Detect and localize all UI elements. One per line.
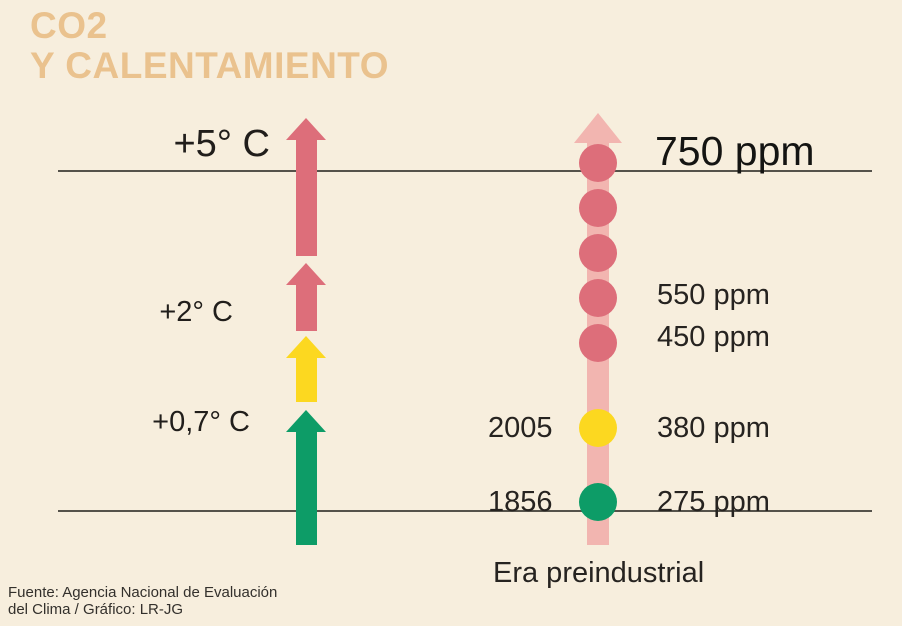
reference-line-750ppm [58,170,872,172]
temp-label-plus07: +0,7° C [152,406,250,438]
temp-label-plus5: +5° C [173,123,270,165]
co2-circle-275 [579,483,617,521]
chart-title-line2: Y CALENTAMIENTO [30,45,390,86]
source-line1: Fuente: Agencia Nacional de Evaluación [8,584,278,601]
co2-circle-380 [579,409,617,447]
arrow-head [574,113,622,143]
co2-circle-450 [579,324,617,362]
ppm-label-380: 380 ppm [657,412,770,444]
reference-line-preindustrial [58,510,872,512]
chart-title: CO2 Y CALENTAMIENTO [30,6,389,86]
source-credit: Fuente: Agencia Nacional de Evaluación d… [8,584,277,618]
arrow-shaft [295,140,317,256]
ppm-label-275: 275 ppm [657,486,770,518]
co2-circle-550 [579,279,617,317]
source-line2: del Clima / Gráfico: LR-JG [8,601,184,618]
green-arrow-icon [282,410,330,545]
arrow-shaft [295,358,317,402]
co2-circle-750 [579,144,617,182]
baseline-label: Era preindustrial [493,557,705,589]
arrow-shaft [295,432,317,545]
ppm-label-750: 750 ppm [655,128,815,174]
yellow-arrow-icon [282,336,330,402]
year-label-1856: 1856 [488,486,553,518]
arrow-head [286,410,326,432]
ppm-label-550: 550 ppm [657,279,770,311]
chart-title-line1: CO2 [30,5,108,46]
ppm-label-450: 450 ppm [657,321,770,353]
red-arrow-small-icon [282,263,330,331]
temp-label-plus2: +2° C [159,296,233,328]
red-arrow-large-icon [282,118,330,256]
year-label-2005: 2005 [488,412,553,444]
co2-circle [579,189,617,227]
arrow-head [286,118,326,140]
arrow-shaft [295,285,317,331]
co2-circle [579,234,617,272]
arrow-head [286,336,326,358]
arrow-head [286,263,326,285]
